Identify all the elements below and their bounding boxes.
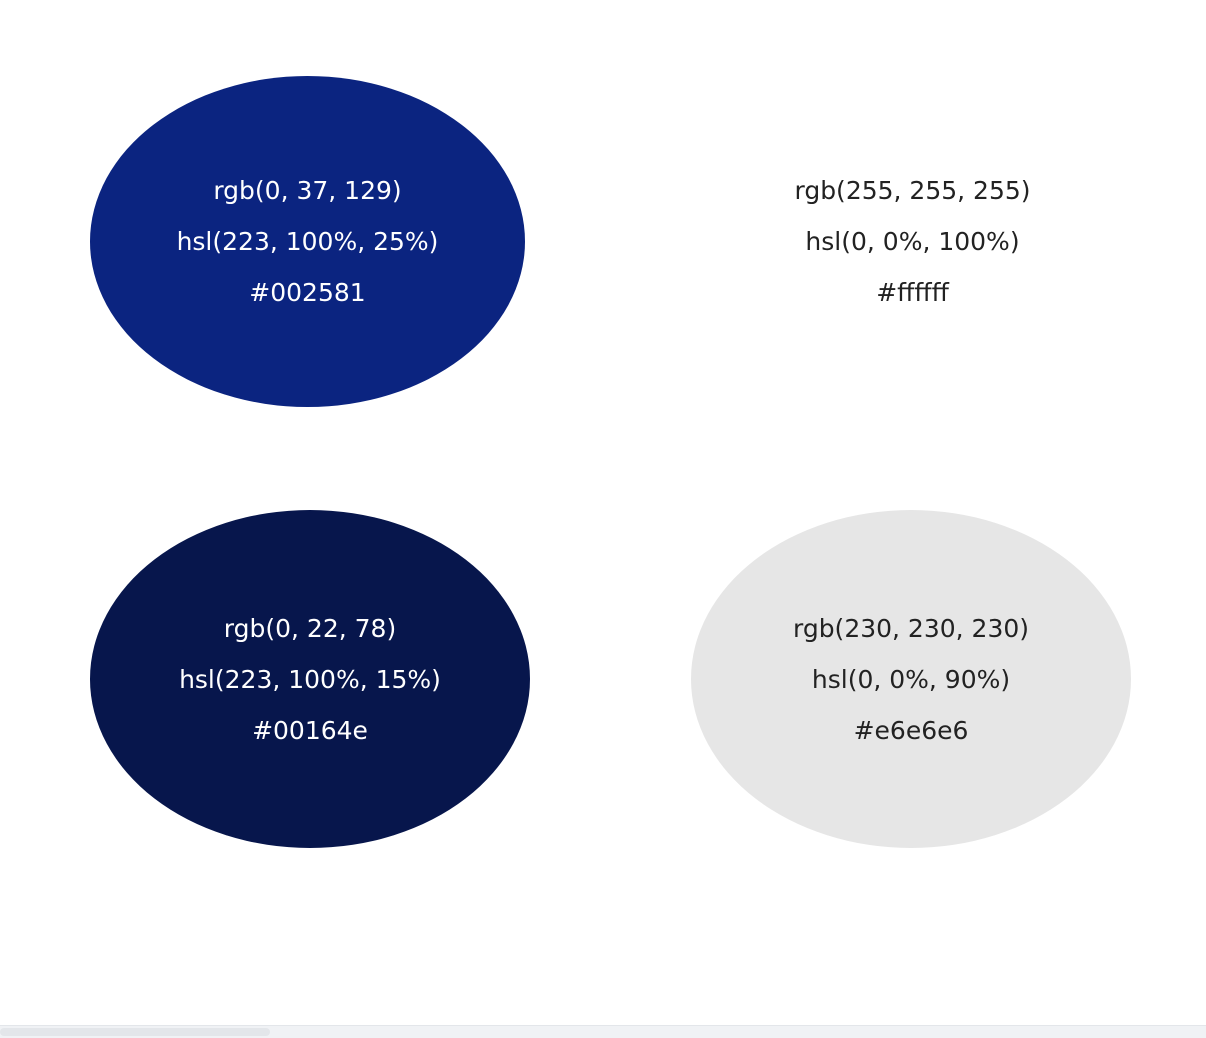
swatch-hex-value: #002581 bbox=[249, 278, 366, 307]
swatch-hsl-value: hsl(0, 0%, 100%) bbox=[805, 227, 1020, 256]
scrollbar-thumb[interactable] bbox=[0, 1028, 270, 1036]
swatch-rgb-value: rgb(230, 230, 230) bbox=[792, 613, 1030, 643]
swatch-hex-value: #ffffff bbox=[876, 278, 949, 307]
swatch-hex-value: #00164e bbox=[252, 715, 368, 745]
horizontal-scrollbar[interactable] bbox=[0, 1025, 1206, 1038]
swatch-hsl-value: hsl(223, 100%, 25%) bbox=[176, 227, 439, 256]
swatch-light-gray: rgb(230, 230, 230) hsl(0, 0%, 90%) #e6e6… bbox=[691, 510, 1131, 848]
swatch-primary-blue: rgb(0, 37, 129) hsl(223, 100%, 25%) #002… bbox=[90, 76, 525, 407]
swatch-hsl-value: hsl(0, 0%, 90%) bbox=[811, 664, 1011, 694]
swatch-white: rgb(255, 255, 255) hsl(0, 0%, 100%) #fff… bbox=[695, 76, 1130, 407]
swatch-rgb-value: rgb(0, 37, 129) bbox=[213, 176, 402, 205]
swatch-hsl-value: hsl(223, 100%, 15%) bbox=[179, 664, 441, 694]
swatch-dark-navy: rgb(0, 22, 78) hsl(223, 100%, 15%) #0016… bbox=[90, 510, 530, 848]
swatch-rgb-value: rgb(255, 255, 255) bbox=[794, 176, 1031, 205]
swatch-hex-value: #e6e6e6 bbox=[853, 715, 969, 745]
swatch-rgb-value: rgb(0, 22, 78) bbox=[223, 613, 397, 643]
